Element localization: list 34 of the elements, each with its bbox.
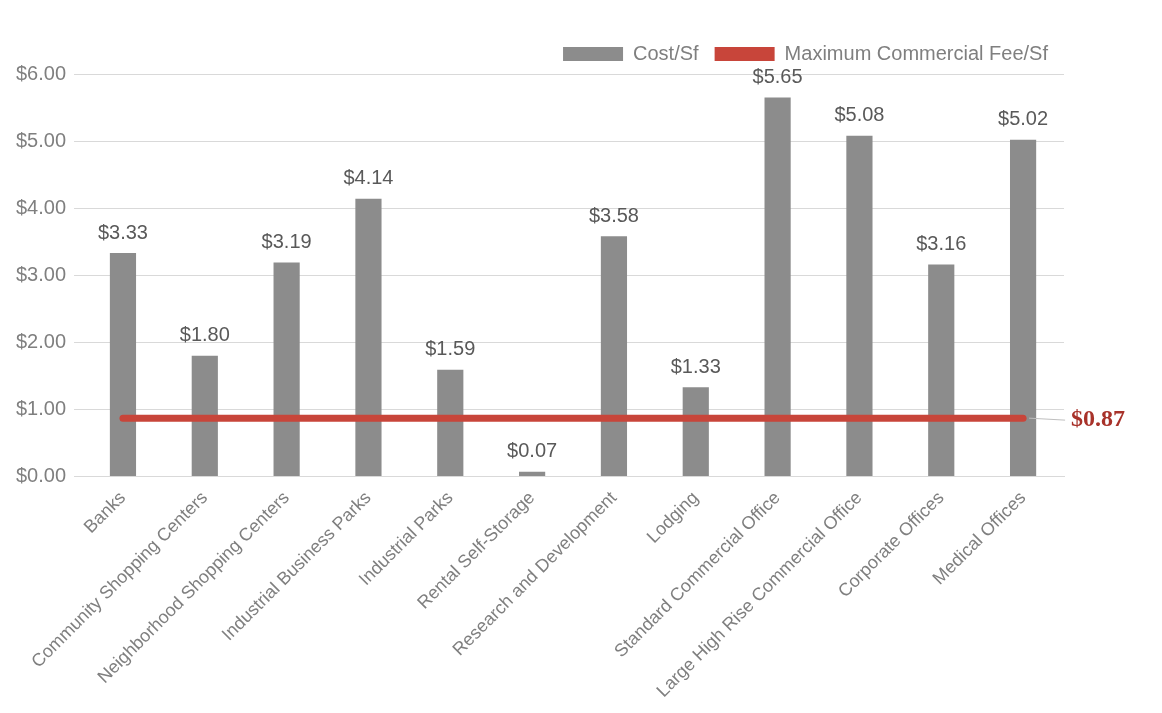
bar — [600, 236, 628, 476]
bar — [846, 135, 873, 476]
y-tick-label: $1.00 — [15, 396, 67, 419]
data-label: $5.65 — [752, 64, 803, 87]
data-label: $1.59 — [425, 337, 476, 360]
y-tick-label: $6.00 — [15, 61, 67, 84]
y-tick-label: $5.00 — [15, 128, 67, 151]
data-label: $3.58 — [588, 203, 639, 226]
y-tick-label: $3.00 — [15, 262, 67, 285]
y-tick-label: $2.00 — [15, 329, 67, 352]
data-label: $1.80 — [179, 323, 230, 346]
bar — [273, 262, 300, 476]
data-label: $1.33 — [670, 354, 721, 377]
bar — [519, 471, 546, 476]
bar — [109, 253, 137, 476]
data-label: $3.33 — [97, 220, 148, 243]
data-label: $5.08 — [834, 103, 885, 126]
y-tick-label: $4.00 — [15, 195, 67, 218]
data-label: $0.07 — [507, 439, 558, 462]
bar — [764, 97, 791, 476]
data-label: $4.14 — [343, 166, 394, 189]
data-label: $3.16 — [916, 232, 967, 255]
legend-label: Maximum Commercial Fee/Sf — [784, 41, 1049, 64]
bar — [191, 355, 218, 476]
y-tick-label: $0.00 — [15, 464, 67, 486]
data-label: $3.19 — [261, 230, 312, 253]
bar — [1009, 139, 1037, 476]
data-label: $0.87 — [1071, 405, 1126, 432]
legend-label: Cost/Sf — [633, 41, 700, 64]
bar — [437, 369, 464, 476]
bar — [682, 387, 709, 476]
data-label: $5.02 — [998, 107, 1049, 130]
bar — [928, 264, 955, 476]
bar — [355, 198, 382, 476]
